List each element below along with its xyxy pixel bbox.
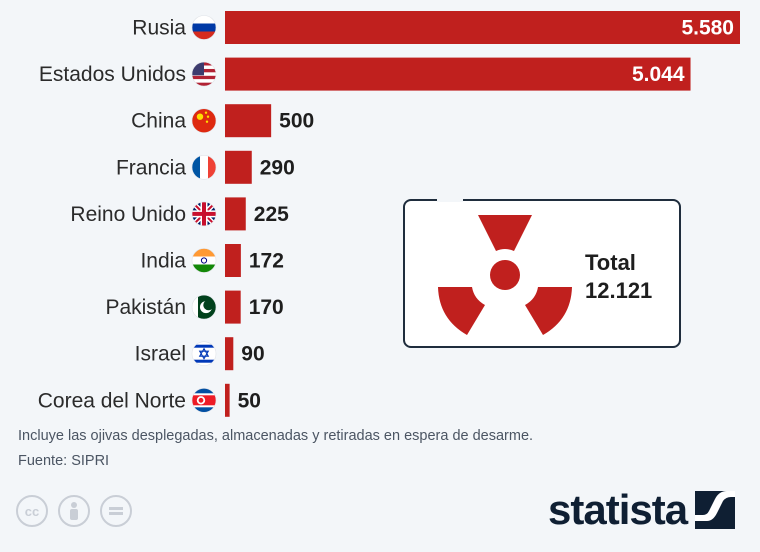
data-label: 500 bbox=[279, 110, 314, 133]
total-text: Total 12.121 bbox=[585, 249, 652, 305]
russia-flag bbox=[191, 15, 217, 40]
radiation-icon bbox=[438, 215, 572, 335]
bar bbox=[225, 290, 241, 324]
category-label: China bbox=[131, 110, 186, 133]
uk-flag bbox=[191, 201, 217, 227]
total-box-notch bbox=[437, 196, 463, 202]
bar bbox=[225, 337, 234, 371]
category-label: Francia bbox=[116, 156, 186, 179]
attribution-icon bbox=[58, 495, 90, 527]
category-label: India bbox=[140, 250, 186, 273]
data-label: 5.580 bbox=[681, 17, 734, 40]
bar bbox=[225, 11, 740, 44]
china-flag bbox=[191, 108, 217, 133]
license-icons: cc bbox=[16, 495, 132, 527]
category-label: Reino Unido bbox=[70, 203, 186, 226]
category-label: Estados Unidos bbox=[39, 63, 186, 86]
data-label: 90 bbox=[241, 343, 264, 366]
total-value: 12.121 bbox=[585, 278, 653, 303]
data-label: 290 bbox=[260, 156, 295, 179]
category-label: Israel bbox=[135, 343, 186, 366]
data-label: 5.044 bbox=[632, 63, 685, 86]
india-flag bbox=[191, 248, 217, 273]
footnote: Incluye las ojivas desplegadas, almacena… bbox=[18, 428, 534, 444]
usa-flag bbox=[191, 61, 217, 87]
bar bbox=[225, 197, 246, 231]
north-korea-flag bbox=[191, 387, 217, 413]
israel-flag bbox=[191, 341, 217, 367]
brand-name: statista bbox=[548, 486, 688, 533]
bar bbox=[225, 104, 272, 138]
data-label: 50 bbox=[238, 389, 261, 412]
category-label: Rusia bbox=[132, 17, 186, 40]
category-label: Corea del Norte bbox=[38, 389, 186, 412]
bar-chart: Rusia 5.580 Estados Unidos 5.044 China 500 Fra… bbox=[38, 11, 740, 417]
france-flag bbox=[191, 155, 217, 180]
bar bbox=[225, 383, 230, 417]
data-label: 170 bbox=[249, 296, 284, 319]
cc-icon: cc bbox=[16, 495, 48, 527]
statista-logo[interactable]: statista bbox=[548, 486, 736, 534]
category-label: Pakistán bbox=[105, 296, 186, 319]
data-label: 172 bbox=[249, 250, 284, 273]
bar bbox=[225, 57, 691, 91]
data-label: 225 bbox=[254, 203, 289, 226]
total-label: Total bbox=[585, 250, 636, 275]
statista-mark-icon bbox=[695, 491, 736, 529]
bar bbox=[225, 244, 241, 277]
source-note: Fuente: SIPRI bbox=[18, 453, 110, 469]
bar bbox=[225, 150, 252, 184]
no-derivatives-icon bbox=[100, 495, 132, 527]
pakistan-flag bbox=[191, 294, 217, 320]
